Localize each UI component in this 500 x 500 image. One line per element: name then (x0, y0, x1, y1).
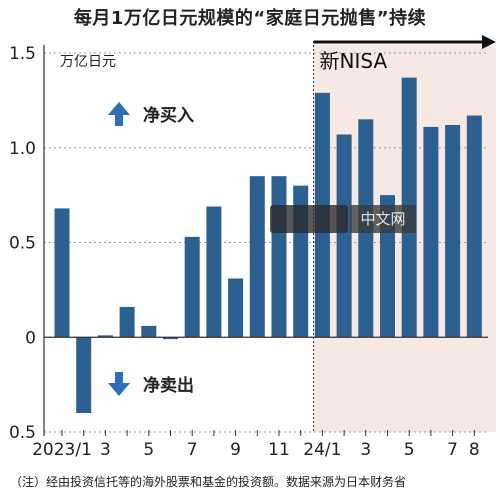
y-tick-label: 1.5 (9, 44, 36, 64)
net-sell-label: 净卖出 (143, 375, 194, 396)
bar-2024-6 (423, 126, 439, 338)
y-tick-label: 0 (25, 328, 36, 348)
bar-2023-10 (249, 176, 265, 338)
bar-2023-5 (141, 325, 157, 338)
chart-title: 每月1万亿日元规模的“家庭日元抛售”持续 (73, 8, 427, 29)
bar-2023-3 (97, 335, 113, 338)
x-tick-label: 3 (100, 440, 111, 460)
down-arrow-icon (108, 372, 130, 396)
axes (43, 45, 488, 436)
x-tick-label: 7 (187, 440, 198, 460)
bar-2024-4 (380, 195, 395, 338)
y-tick-label: 0.5 (9, 423, 36, 443)
x-tick-label: 5 (143, 440, 154, 460)
y-tick-label: 1.0 (9, 139, 36, 159)
bar-2023-8 (206, 206, 222, 338)
bar-2024-3 (358, 119, 374, 338)
x-tick-label: 2023/1 (32, 440, 92, 460)
bar-2023-7 (184, 236, 200, 338)
net-buy-label: 净买入 (143, 105, 194, 126)
x-tick-label: 24/1 (303, 440, 341, 460)
bar-2023-4 (119, 306, 135, 338)
y-tick-label: 0.5 (9, 234, 36, 254)
bar-2023-6 (163, 337, 178, 340)
bar-2023-2 (76, 337, 92, 414)
arrow-right-icon (482, 35, 496, 49)
bar-2024-2 (336, 134, 352, 338)
up-arrow-icon (108, 102, 130, 126)
bar-2023-9 (228, 278, 244, 338)
footnote: （注）经由投资信托等的海外股票和基金的投资额。数据来源为日本财务省 (10, 475, 407, 489)
x-tick-label: 5 (404, 440, 415, 460)
bar-2023-11 (271, 176, 287, 338)
bar-2023-1 (54, 208, 70, 338)
x-tick-label: 7 (447, 440, 458, 460)
x-tick-label: 9 (230, 440, 241, 460)
nisa-period-label: 新NISA (320, 49, 388, 73)
bar-2024-8 (466, 115, 482, 338)
bar-2024-5 (401, 77, 417, 338)
net-buy-arrow-icon (108, 102, 130, 126)
net-sell-arrow-icon (108, 372, 130, 396)
bar-2023-12 (293, 185, 309, 338)
y-unit-label: 万亿日元 (60, 54, 116, 70)
bar-2024-1 (314, 92, 330, 338)
x-tick-label: 11 (268, 440, 290, 460)
x-tick-label: 8 (469, 440, 480, 460)
bar-2024-7 (445, 125, 461, 338)
x-tick-label: 3 (360, 440, 371, 460)
